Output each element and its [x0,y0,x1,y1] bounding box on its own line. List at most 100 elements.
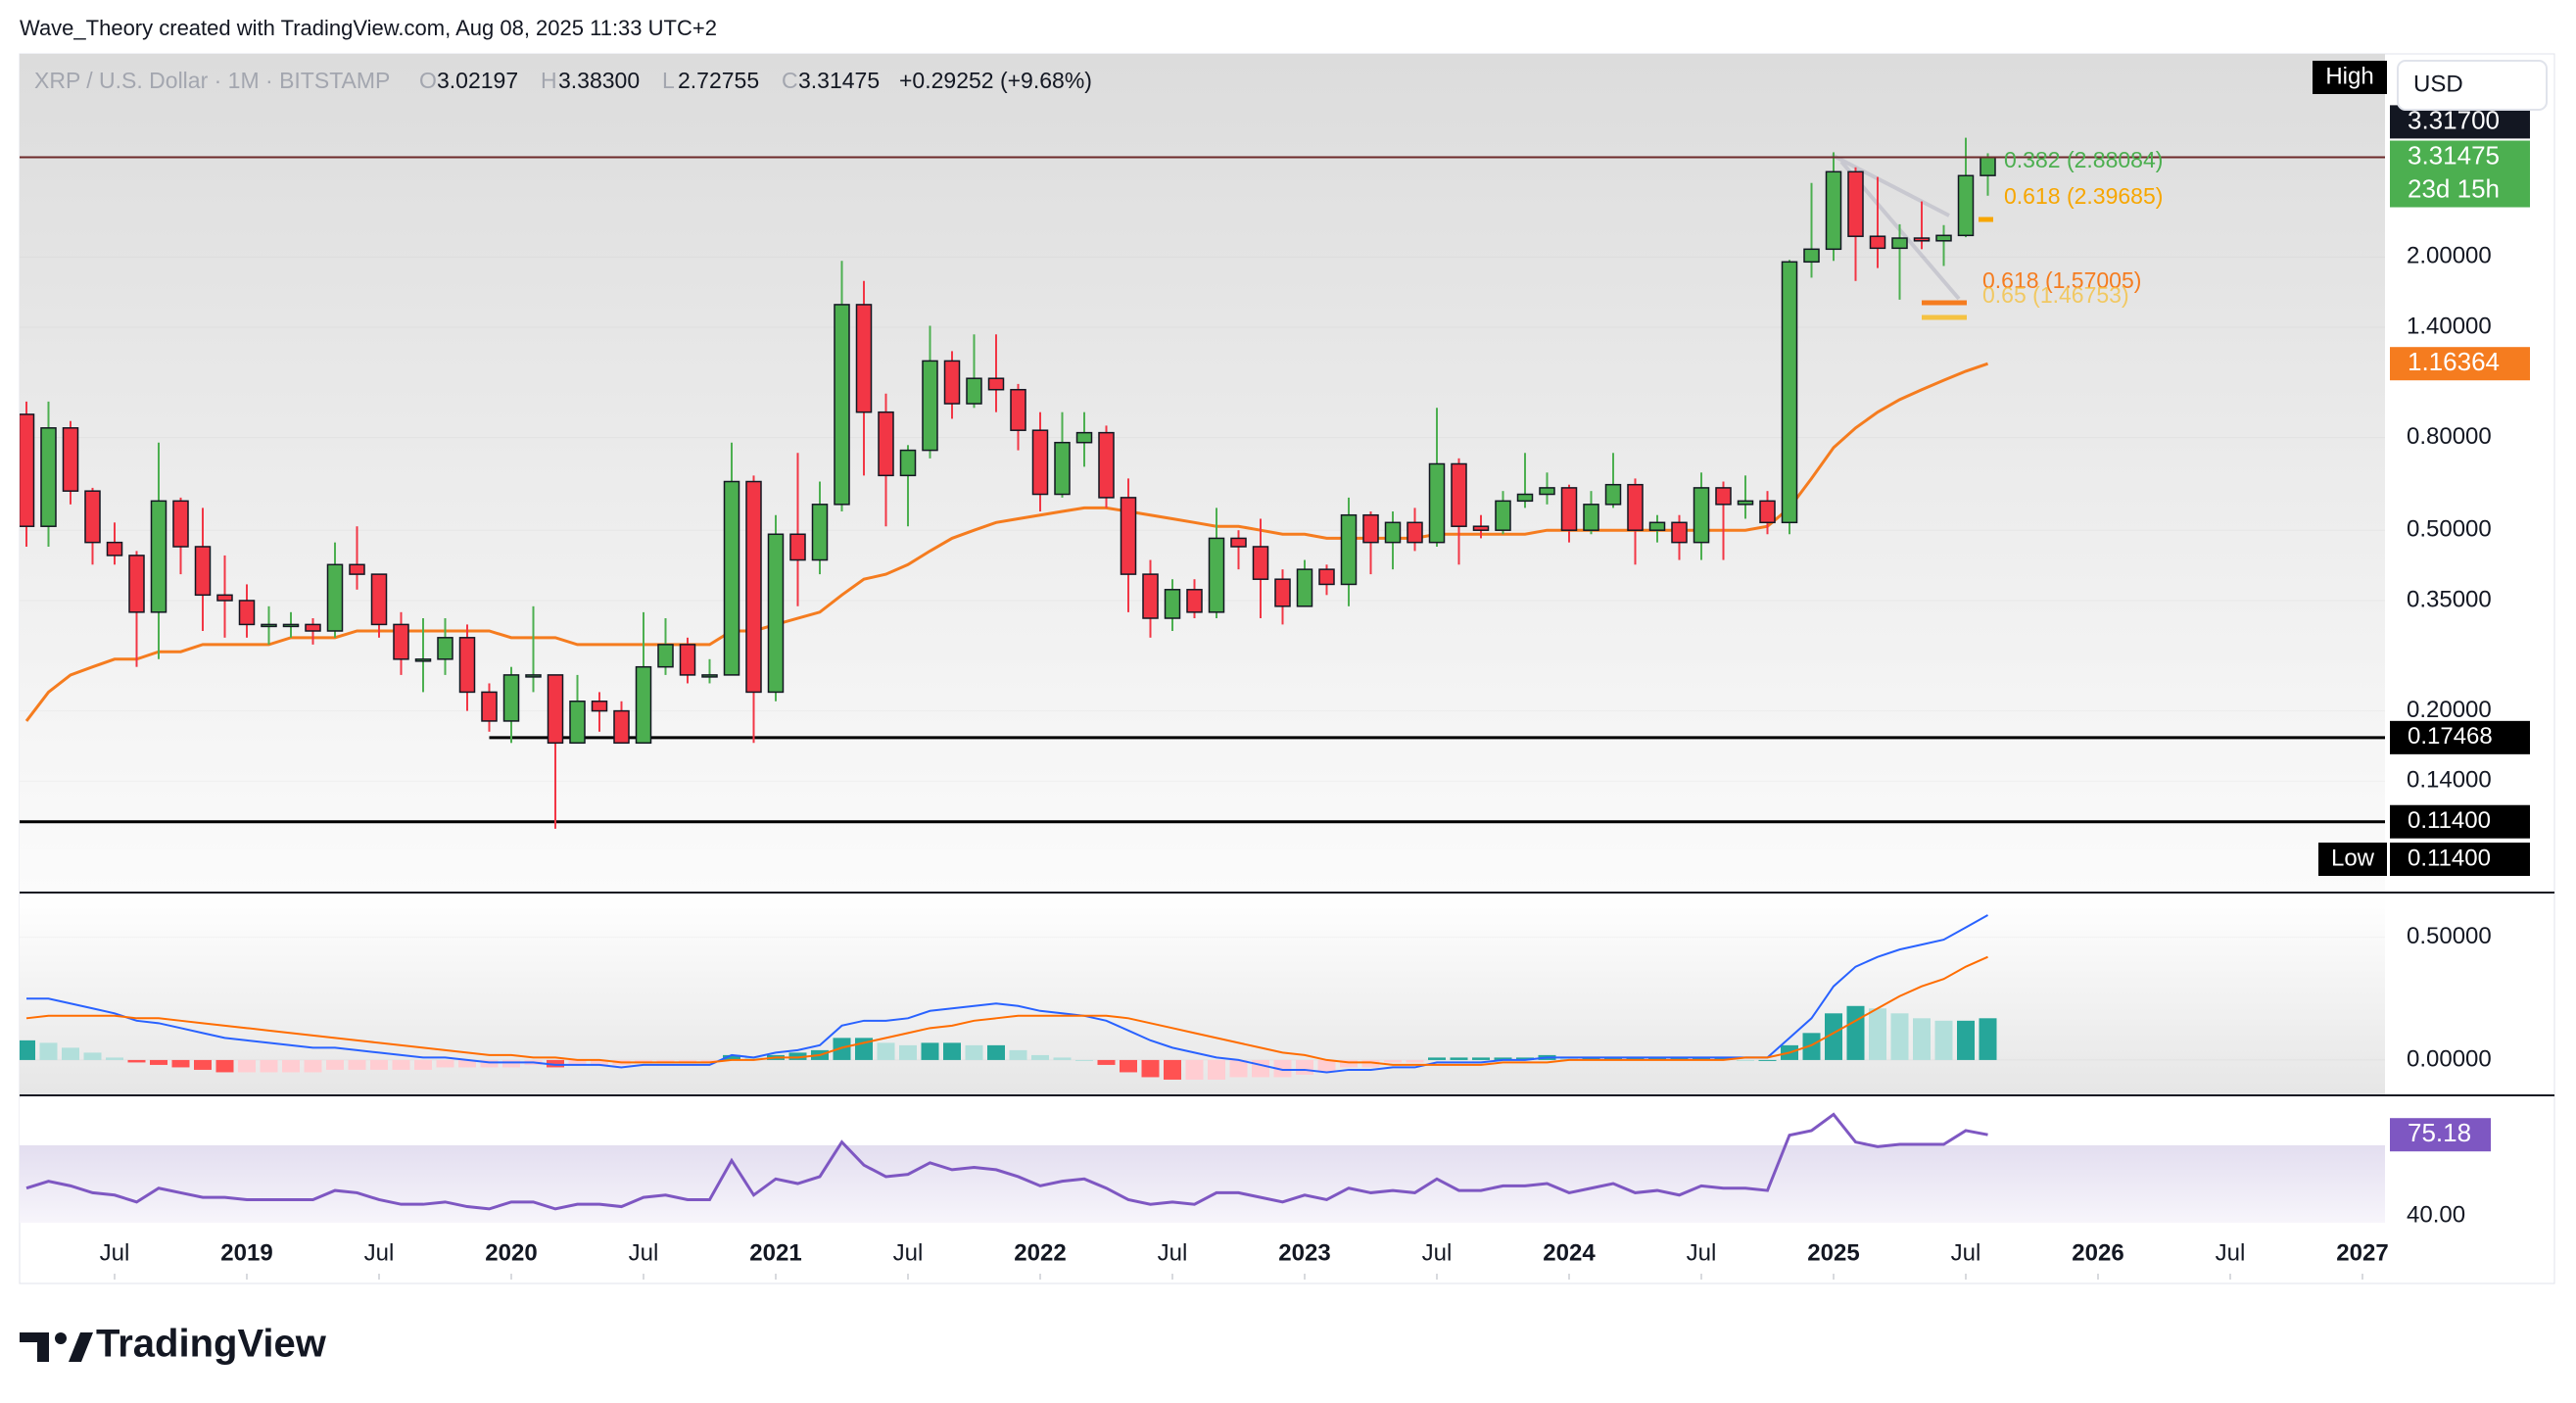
macd-histogram-bar [1693,1057,1710,1060]
macd-histogram-bar [458,1059,476,1068]
label: L [662,68,675,93]
candle-body [525,674,542,678]
x-tick-label: Jul [364,1239,395,1266]
macd-histogram-bar [1979,1018,1997,1060]
low-value-badge [2390,843,2530,876]
macd-histogram-bar [1913,1018,1931,1060]
macd-histogram-bar [1846,1005,1865,1060]
macd-histogram-bar [370,1059,388,1070]
macd-histogram-bar [1582,1057,1600,1060]
macd-plot [20,914,1997,1080]
fib-label: 0.618 (1.57005) [1982,267,2141,293]
candle-body [1164,589,1181,619]
y-tick-label: 0.20000 [2407,697,2492,723]
macd-histogram-bar [656,1059,675,1063]
macd-histogram-bar [62,1047,79,1060]
macd-histogram-bar [1648,1057,1666,1060]
x-tick-label: 2021 [749,1239,801,1266]
brand: TradingView [20,1323,327,1366]
macd-histogram-bar [20,1040,35,1060]
level-label: 0.11400 [2408,807,2491,834]
macd-histogram-bar [568,1059,587,1065]
fib-label: 0.65 (1.46753) [1982,282,2129,308]
macd-histogram-bar [1802,1033,1821,1060]
macd-histogram-bar [679,1059,696,1063]
macd-histogram-bar [700,1059,719,1063]
candle-body [1913,237,1931,242]
candle-body [613,709,630,745]
macd-histogram-bar [480,1059,499,1068]
macd-histogram-bar [1626,1057,1645,1060]
price-marker-label: 3.31475 [2408,140,2500,169]
candle-body [1120,497,1137,575]
label: C [782,68,798,93]
candle-body [40,427,57,527]
candle-body [1671,521,1688,544]
candle-body [966,377,982,405]
x-tick-label: Jul [893,1239,924,1266]
rsi-tick-label: 40.00 [2407,1201,2465,1228]
macd-histogram-bar [150,1059,167,1065]
x-tick-label: 2022 [1014,1239,1066,1266]
legend: XRP / U.S. Dollar · 1M · BITSTAMP O 3.02… [34,68,1092,93]
brand-name: TradingView [96,1323,327,1366]
x-tick-label: 2027 [2336,1239,2388,1266]
candle-body [1340,513,1358,586]
candle-body [899,449,917,477]
candle-body [679,644,696,676]
macd-histogram-bar [1384,1059,1402,1063]
price-plot [20,137,2385,829]
macd-line [26,914,1988,1074]
high-label: High [2325,63,2373,89]
candle-body [370,573,388,626]
fib-label: 0.382 (2.88084) [2004,147,2163,172]
candle-body [1186,589,1203,613]
label: H [541,68,557,93]
candle-body [1031,429,1049,496]
price-marker-label: 1.16364 [2408,347,2500,376]
candle-body [1648,521,1666,531]
candle-body [701,674,718,678]
macd-histogram-bar [1560,1057,1578,1060]
rsi-marker-label: 75.18 [2408,1118,2471,1147]
candle-body [1428,462,1446,544]
y-tick-label: 2.00000 [2407,243,2492,269]
x-tick-label: 2025 [1807,1239,1859,1266]
candle-body [745,480,762,694]
macd-histogram-bar [436,1059,454,1068]
x-tick-label: Jul [1158,1239,1188,1266]
candle-body [1296,568,1313,607]
candle-body [569,701,586,745]
macd-histogram-bar [1053,1057,1072,1060]
macd-histogram-bar [943,1042,961,1060]
currency-button[interactable] [2397,60,2548,111]
rsi-band [20,1145,2385,1223]
candle-body [1935,234,1952,242]
change: +0.29252 (+9.68%) [899,68,1092,93]
macd-histogram-bar [921,1042,939,1060]
candle-body [238,600,256,626]
candle-body [1384,521,1402,544]
macd-histogram-bar [1825,1013,1842,1060]
candle-body [62,427,79,492]
macd-histogram-bar [1141,1059,1160,1078]
candle-body [1781,261,1798,524]
macd-histogram-bar [1031,1054,1049,1060]
x-tick-label: 2020 [485,1239,537,1266]
macd-histogram-bar [326,1059,344,1070]
candle-body [1825,170,1842,251]
x-tick-label: 2026 [2072,1239,2123,1266]
high-badge [2313,61,2387,94]
macd-histogram-bar [591,1059,608,1065]
candle-body [502,674,520,722]
candle-body [1472,525,1490,531]
candle-body [1759,500,1776,524]
candle-body [591,701,608,712]
macd-histogram-bar [1890,1013,1909,1060]
macd-histogram-bar [788,1052,807,1060]
macd-histogram-bar [833,1038,851,1060]
candle-body [414,658,432,662]
low-value: 0.11400 [2408,845,2491,871]
value: 3.38300 [558,68,640,93]
macd-histogram-bar [1472,1057,1490,1060]
